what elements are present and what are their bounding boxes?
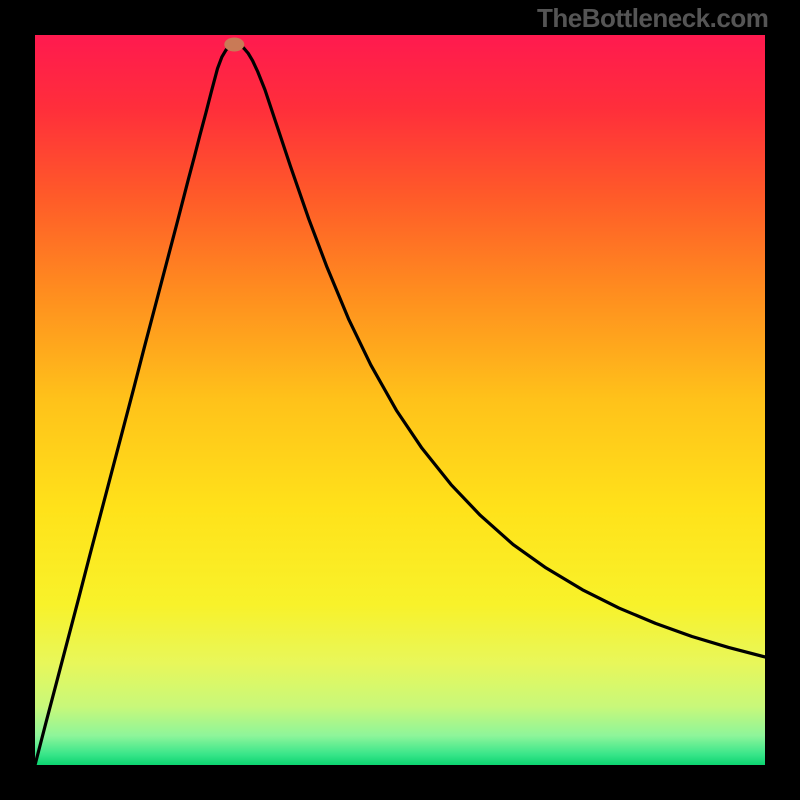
plot-area (35, 35, 765, 765)
gradient-background (35, 35, 765, 765)
plot-svg (35, 35, 765, 765)
minimum-marker (224, 37, 244, 51)
watermark-text: TheBottleneck.com (537, 3, 768, 34)
